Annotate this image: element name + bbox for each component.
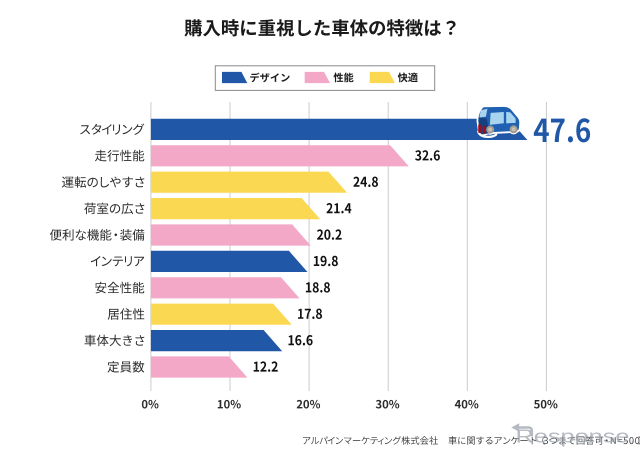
svg-text:Response.: Response. [516, 426, 637, 447]
